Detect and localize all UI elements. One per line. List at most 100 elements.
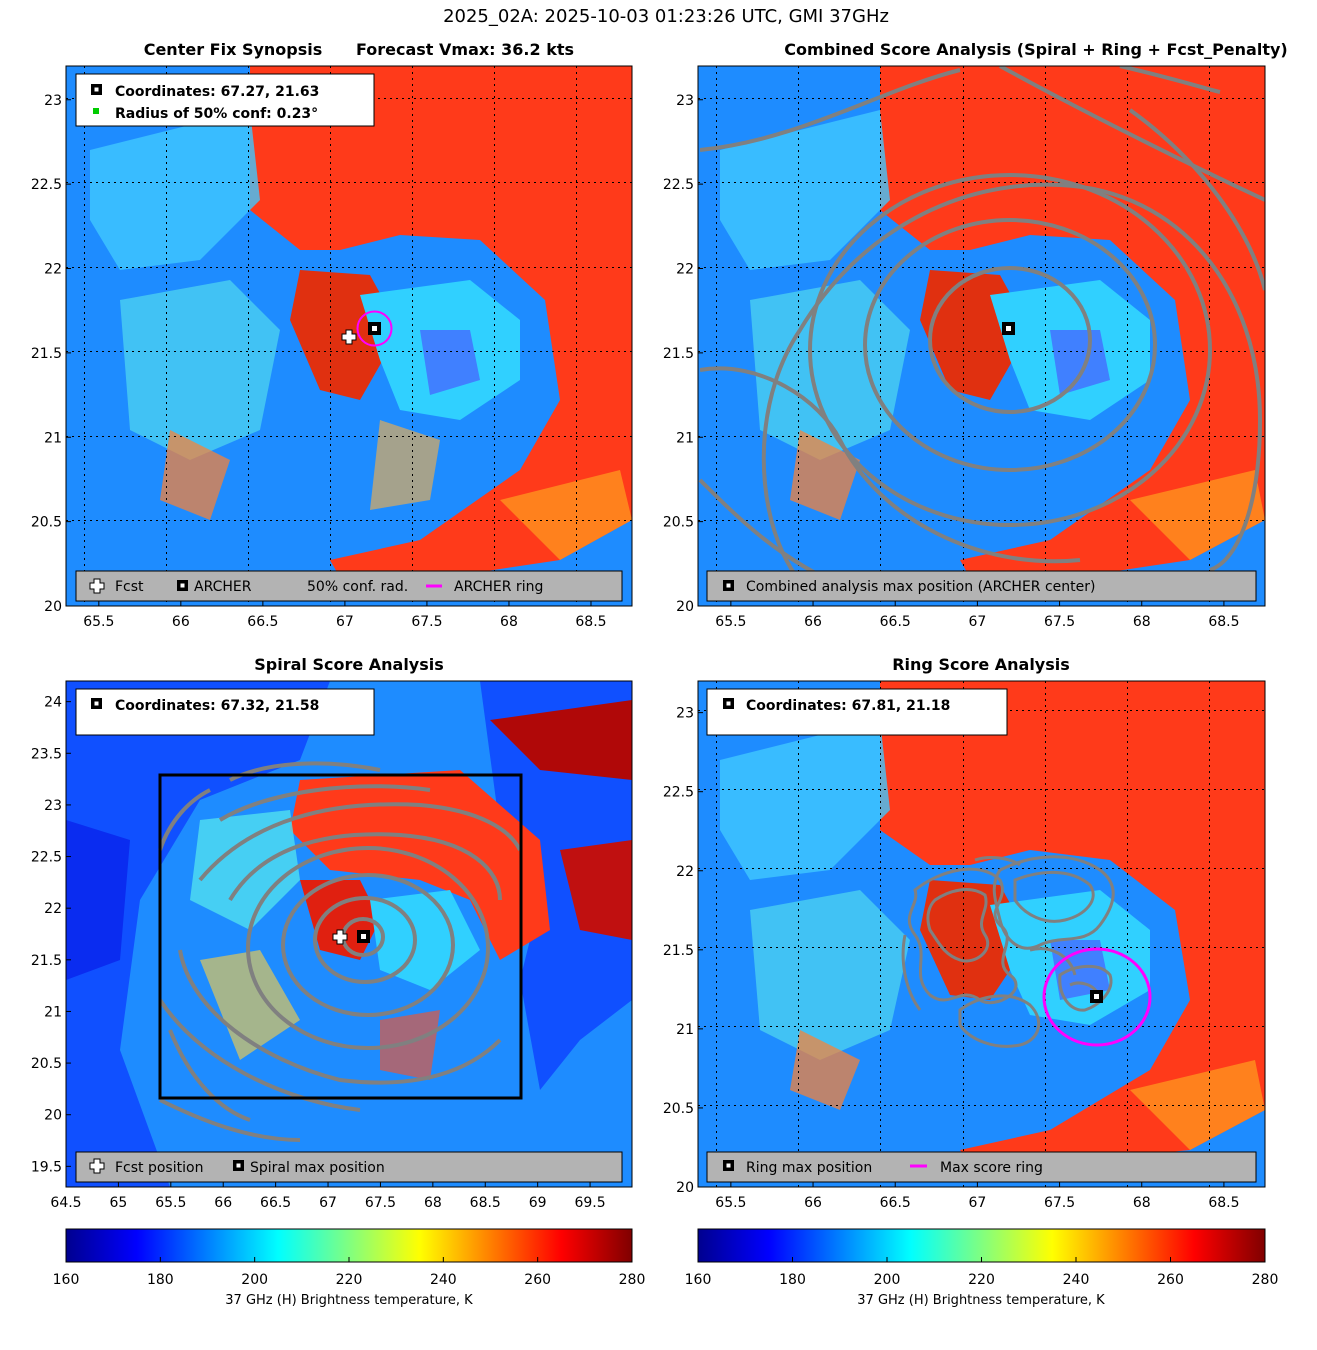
synopsis-legend: Fcst ARCHER 50% conf. rad. ARCHER ring (75, 570, 623, 602)
panel-synopsis: Center Fix Synopsis Forecast Vmax: 36.2 … (31, 40, 633, 630)
synopsis-info-box: Coordinates: 67.27, 21.63 Radius of 50% … (75, 73, 375, 127)
spiral-plot-area (66, 681, 632, 1187)
ring-heatmap-field (720, 681, 1265, 1180)
y-tick-label: 21 (676, 430, 694, 446)
x-tick-label: 67.5 (411, 614, 442, 630)
legend-combined-max: Combined analysis max position (ARCHER c… (746, 579, 1095, 595)
spiral-fcst-marker (332, 929, 348, 945)
spiral-axes-frame (65, 680, 633, 1188)
y-tick-label: 22.5 (31, 177, 62, 193)
x-tick-label: 66.5 (260, 1195, 291, 1211)
y-tick-label: 23 (44, 798, 62, 814)
legend-max-score-ring: Max score ring (940, 1160, 1043, 1176)
x-tick-label: 67 (336, 614, 354, 630)
x-tick-label: 65.5 (155, 1195, 186, 1211)
ring-plot-area (698, 681, 1265, 1187)
x-tick-label: 65 (109, 1195, 127, 1211)
x-tick-label: 68 (1133, 1195, 1151, 1211)
colorbar-tick-label: 220 (968, 1272, 995, 1288)
ring-coordinates: Coordinates: 67.81, 21.18 (746, 698, 950, 714)
combined-max-marker (1002, 322, 1015, 335)
combined-legend: Combined analysis max position (ARCHER c… (706, 570, 1257, 602)
colorbar-tick-label: 180 (147, 1272, 174, 1288)
y-tick-label: 20 (44, 1108, 62, 1124)
x-tick-label: 67 (319, 1195, 337, 1211)
combined-axes-frame (697, 65, 1266, 607)
panel-ring: Ring Score Analysis (663, 655, 1266, 1211)
x-tick-label: 68 (1133, 614, 1151, 630)
combined-yticks: 20 20.5 21 21.5 22 22.5 23 (663, 93, 703, 615)
colorbar-tick-label: 260 (1157, 1272, 1184, 1288)
spiral-yticks: 19.5 20 20.5 21 21.5 22 22.5 23 23.5 24 (31, 695, 71, 1175)
synopsis-xticks: 65.5 66 66.5 67 67.5 68 68.5 (83, 601, 607, 630)
colorbar-tick-label: 260 (524, 1272, 551, 1288)
y-tick-label: 21.5 (663, 346, 694, 362)
spiral-fcst-legend-icon (89, 1158, 105, 1174)
x-tick-label: 66 (804, 1195, 822, 1211)
colorbar-left-label: 37 GHz (H) Brightness temperature, K (225, 1293, 473, 1308)
synopsis-yticks: 20 20.5 21 21.5 22 22.5 23 (31, 93, 71, 615)
y-tick-label: 20 (44, 599, 62, 615)
colorbar-tick-label: 160 (53, 1272, 80, 1288)
y-tick-label: 22.5 (663, 785, 694, 801)
x-tick-label: 65.5 (715, 614, 746, 630)
y-tick-label: 22 (44, 262, 62, 278)
y-tick-label: 23 (676, 706, 694, 722)
y-tick-label: 21 (44, 1004, 62, 1020)
combined-xticks: 65.5 66 66.5 67 67.5 68 68.5 (715, 601, 1239, 630)
y-tick-label: 20.5 (663, 515, 694, 531)
y-tick-label: 23.5 (31, 746, 62, 762)
legend-fcst-position: Fcst position (115, 1160, 203, 1176)
legend-conf-rad: 50% conf. rad. (307, 579, 408, 595)
spiral-legend: Fcst position Spiral max position (75, 1151, 623, 1183)
max-score-ring (1042, 947, 1152, 1047)
synopsis-axes-frame (65, 65, 633, 607)
x-tick-label: 67.5 (1044, 1195, 1075, 1211)
panel-synopsis-title: Center Fix Synopsis (144, 40, 323, 59)
y-tick-label: 22.5 (31, 850, 62, 866)
colorbar-tick-label: 200 (874, 1272, 901, 1288)
panel-spiral-title: Spiral Score Analysis (254, 655, 444, 674)
x-tick-label: 69 (529, 1195, 547, 1211)
figure-title: 2025_02A: 2025-10-03 01:23:26 UTC, GMI 3… (443, 6, 889, 27)
colorbar-tick-label: 200 (241, 1272, 268, 1288)
archer-ring (356, 310, 393, 347)
x-tick-label: 68.5 (470, 1195, 501, 1211)
colorbar-tick-label: 180 (779, 1272, 806, 1288)
x-tick-label: 68.5 (575, 614, 606, 630)
y-tick-label: 22.5 (663, 177, 694, 193)
fcst-legend-icon (89, 578, 105, 594)
y-tick-label: 20 (676, 1180, 694, 1196)
combined-plot-area (698, 66, 1265, 606)
ring-grid (698, 681, 1265, 1187)
spiral-contours (158, 761, 522, 1142)
legend-archer: ARCHER (194, 579, 252, 595)
y-tick-label: 22 (44, 901, 62, 917)
y-tick-label: 23 (44, 93, 62, 109)
y-tick-label: 20.5 (31, 515, 62, 531)
spiral-xticks: 64.5 65 65.5 66 66.5 67 67.5 68 68.5 69 69.5 (50, 1182, 606, 1211)
y-tick-label: 21.5 (663, 943, 694, 959)
conf-dot-icon (93, 108, 99, 114)
y-tick-label: 19.5 (31, 1159, 62, 1175)
x-tick-label: 65.5 (83, 614, 114, 630)
synopsis-coordinates: Coordinates: 67.27, 21.63 (115, 84, 319, 100)
colorbar-right-label: 37 GHz (H) Brightness temperature, K (857, 1293, 1105, 1308)
spiral-max-marker (357, 930, 370, 943)
combined-grid (698, 66, 1265, 606)
x-tick-label: 67 (968, 1195, 986, 1211)
colorbar-tick-label: 160 (685, 1272, 712, 1288)
x-tick-label: 67 (968, 614, 986, 630)
y-tick-label: 21 (44, 430, 62, 446)
ring-axes-frame (697, 680, 1266, 1188)
colorbar-left: 160 180 200 220 240 260 280 37 GHz (H) Brightn… (53, 1228, 645, 1308)
ring-legend: Ring max position Max score ring (706, 1151, 1257, 1183)
x-tick-label: 67.5 (365, 1195, 396, 1211)
ring-yticks: 20 20.5 21 21.5 22 22.5 23 (663, 706, 703, 1196)
x-tick-label: 68.5 (1208, 1195, 1239, 1211)
archer-center-marker (368, 322, 381, 335)
colorbar-right-ticks: 160 180 200 220 240 260 280 (685, 1257, 1278, 1288)
ring-xticks: 65.5 66 66.5 67 67.5 68 68.5 (715, 1182, 1239, 1211)
x-tick-label: 67.5 (1044, 614, 1075, 630)
